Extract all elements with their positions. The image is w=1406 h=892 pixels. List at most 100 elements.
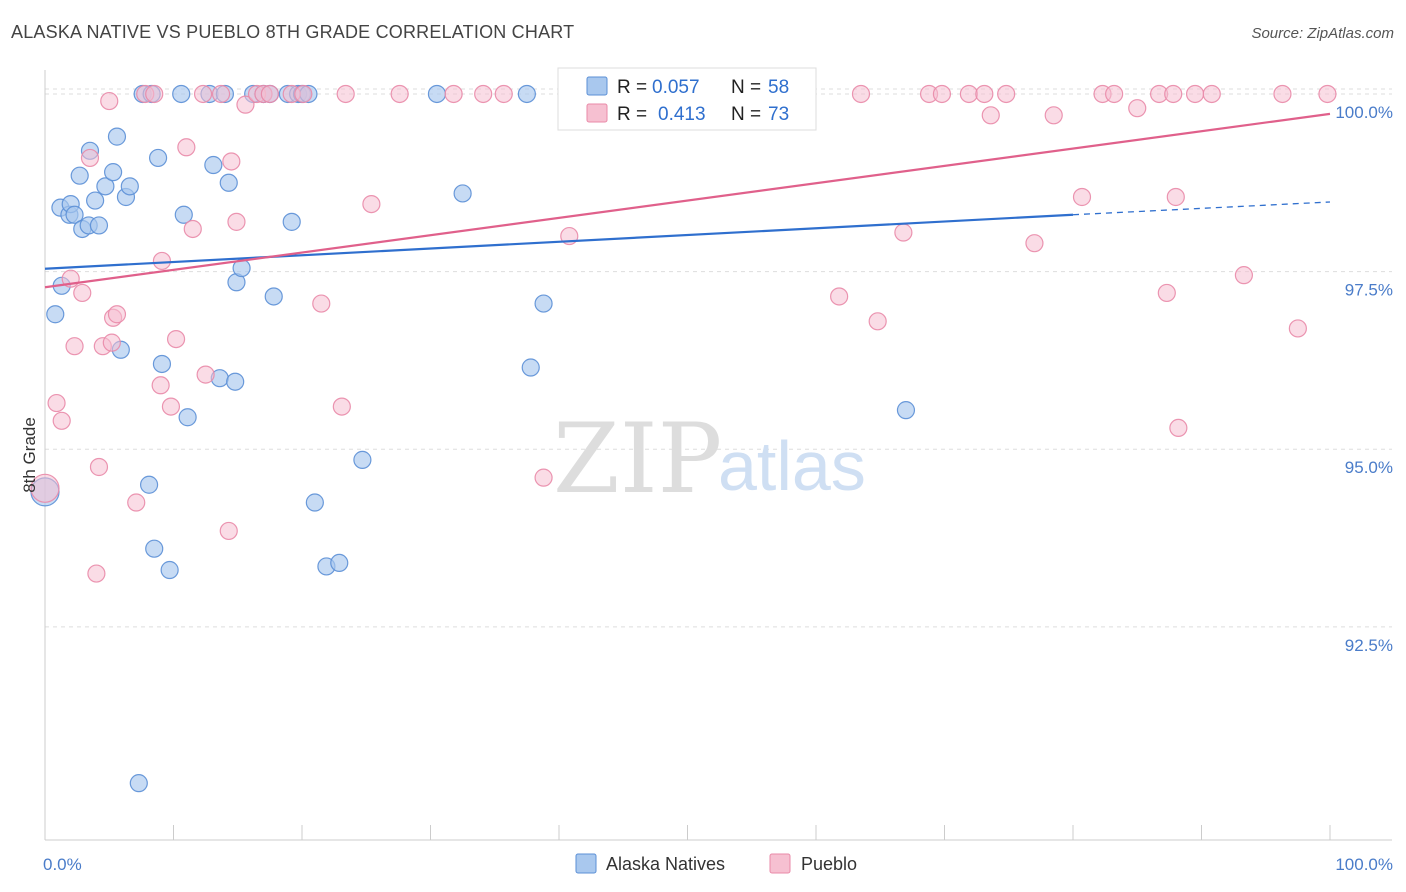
pueblo-point <box>444 84 463 104</box>
pueblo-point <box>65 337 84 356</box>
pueblo-point <box>219 521 238 541</box>
chart-title: ALASKA NATIVE VS PUEBLO 8TH GRADE CORREL… <box>11 22 575 42</box>
alaska-point <box>305 493 324 512</box>
alaska-point <box>453 184 472 203</box>
pueblo-point <box>336 84 355 104</box>
source-label: Source: ZipAtlas.com <box>1251 25 1394 42</box>
y-tick-label: 92.5% <box>1345 636 1393 655</box>
alaska-point <box>65 205 84 224</box>
alaska-point <box>120 177 139 196</box>
alaska-point <box>232 258 251 278</box>
pueblo-point <box>47 393 66 413</box>
pueblo-point <box>1169 418 1188 438</box>
pueblo-point <box>127 493 146 512</box>
pueblo-point <box>80 148 100 168</box>
alaska-point <box>70 166 89 185</box>
pueblo-point <box>474 84 493 104</box>
alaska-point <box>174 205 193 224</box>
watermark-zip: ZIP <box>553 403 722 515</box>
bottom-legend-label-alaska: Alaska Natives <box>606 854 725 874</box>
alaska-point <box>282 212 301 231</box>
pueblo-point <box>1166 187 1185 207</box>
alaska-point <box>178 408 197 427</box>
pueblo-point <box>894 223 913 242</box>
alaska-point <box>521 358 540 377</box>
pueblo-point <box>332 397 351 416</box>
alaska-trend-extension <box>1072 201 1331 216</box>
alaska-point <box>96 177 115 196</box>
bottom-legend-label-pueblo: Pueblo <box>801 854 857 874</box>
watermark-atlas: atlas <box>718 427 866 505</box>
pueblo-point <box>161 397 181 416</box>
pueblo-point <box>1273 84 1292 104</box>
pueblo-point <box>534 468 553 487</box>
alaska-point <box>427 84 447 104</box>
pueblo-point <box>177 138 196 157</box>
pueblo-trend-line <box>44 112 1331 289</box>
pueblo-point <box>87 564 106 583</box>
pueblo-point <box>1157 283 1176 303</box>
pueblo-point <box>1128 99 1147 118</box>
pueblo-point <box>73 283 92 303</box>
pueblo-point <box>166 329 186 349</box>
alaska-point <box>160 560 179 580</box>
pueblo-point <box>294 84 313 104</box>
legend-r-value-2: 0.413 <box>658 104 706 125</box>
pueblo-point <box>260 84 279 104</box>
pueblo-point <box>997 84 1016 104</box>
bottom-legend-swatch-pueblo <box>769 853 791 874</box>
alaska-point <box>86 191 105 210</box>
x-tick-label: 0.0% <box>43 855 82 874</box>
pueblo-point <box>1185 84 1205 104</box>
pueblo-point <box>211 84 231 104</box>
alaska-point <box>204 155 223 175</box>
bottom-legend-swatch-alaska <box>575 853 597 874</box>
pueblo-point <box>107 305 127 324</box>
pueblo-point <box>868 312 887 331</box>
pueblo-point <box>102 333 121 352</box>
legend-n-value-1: 58 <box>768 77 789 98</box>
pueblo-point <box>222 152 241 171</box>
alaska-point <box>534 294 553 313</box>
grid-lines <box>45 88 1392 628</box>
y-axis-label: 8th Grade <box>20 417 39 493</box>
pueblo-point <box>236 95 255 114</box>
y-tick-label: 95.0% <box>1345 458 1393 477</box>
alaska-point <box>330 553 349 573</box>
pueblo-point <box>1105 84 1124 104</box>
pueblo-point <box>851 84 871 104</box>
alaska-point <box>148 148 168 168</box>
y-tick-label: 100.0% <box>1335 103 1393 122</box>
pueblo-point <box>227 212 246 231</box>
pueblo-point <box>1044 106 1063 125</box>
pueblo-point <box>981 106 1000 125</box>
legend-swatch-alaska <box>586 76 608 96</box>
pueblo-point <box>1234 266 1254 285</box>
pueblo-point <box>151 376 170 395</box>
pueblo-point <box>932 84 952 104</box>
pueblo-point <box>1288 319 1307 338</box>
pueblo-point <box>830 287 849 306</box>
alaska-point <box>517 84 536 104</box>
legend-box: R = 0.057 N = 58 R = 0.413 N = 73 <box>557 67 817 131</box>
trend-lines <box>44 112 1331 289</box>
pueblo-point <box>52 411 71 430</box>
alaska-point <box>107 127 127 146</box>
axes <box>44 70 1392 841</box>
y-tick-label: 97.5% <box>1345 281 1393 300</box>
pueblo-point <box>89 457 109 477</box>
alaska-point <box>139 475 159 494</box>
alaska-point <box>226 372 245 391</box>
pueblo-point <box>1025 234 1044 253</box>
pueblo-point <box>193 84 213 104</box>
alaska-point <box>219 173 238 192</box>
pueblo-point <box>100 91 119 111</box>
pueblo-point <box>183 219 202 239</box>
pueblo-point <box>1072 187 1092 207</box>
pueblo-point <box>312 294 331 313</box>
legend-r-label-2: R = <box>617 104 647 125</box>
pueblo-point <box>362 195 381 214</box>
pueblo-point <box>196 365 215 384</box>
pueblo-point <box>1202 84 1221 104</box>
